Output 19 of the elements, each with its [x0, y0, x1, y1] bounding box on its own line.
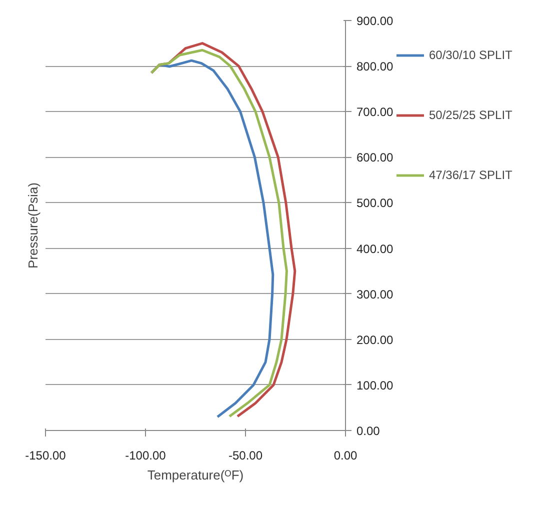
legend-label: 60/30/10 SPLIT [429, 48, 512, 62]
y-axis-title: Pressure(Psia) [26, 182, 40, 268]
y-tick-label: 600.00 [356, 150, 394, 165]
y-tick-label: 500.00 [356, 196, 394, 210]
x-axis-title: Temperature(ᴼF) [147, 468, 244, 482]
y-tick-label: 400.00 [356, 242, 394, 256]
y-tick-label: 0.00 [356, 424, 380, 438]
x-tick-label: 0.00 [334, 448, 358, 462]
legend-label: 47/36/17 SPLIT [429, 168, 512, 182]
y-tick-label: 100.00 [356, 378, 394, 392]
x-tick-label: -150.00 [25, 448, 66, 462]
y-tick-label: 300.00 [356, 287, 394, 302]
y-tick-label: 200.00 [356, 332, 394, 347]
y-tick-label: 800.00 [356, 60, 394, 74]
y-tick-label: 700.00 [356, 105, 394, 120]
y-tick-label: 900.00 [356, 14, 394, 28]
x-tick-label: -100.00 [125, 448, 166, 462]
x-tick-label: -50.00 [228, 448, 263, 462]
legend-label: 50/25/25 SPLIT [429, 108, 512, 122]
